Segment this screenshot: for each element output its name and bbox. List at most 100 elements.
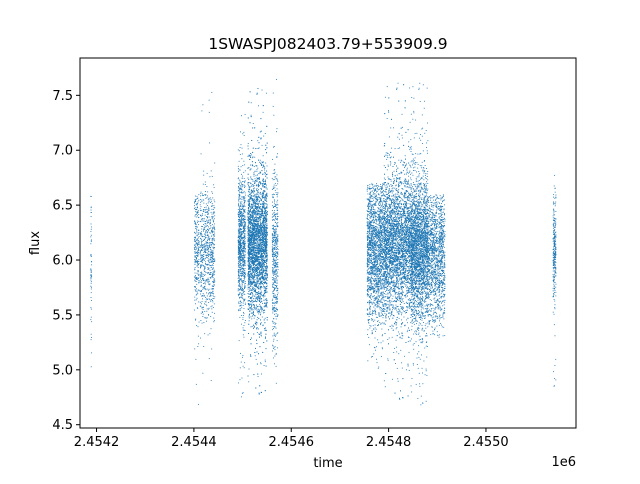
data-point [257,212,259,214]
data-point [253,309,255,311]
data-point [260,235,262,236]
data-point [206,254,208,256]
data-point [239,241,240,243]
data-point [263,182,264,184]
data-point [249,249,250,250]
data-point [253,289,255,290]
data-point [260,198,262,200]
data-point [208,99,210,101]
data-point [240,250,242,252]
data-point [243,262,245,264]
data-point [201,110,203,112]
data-point [200,320,202,321]
data-point [239,180,241,182]
data-point [242,165,244,166]
data-point [250,244,252,246]
data-point [252,223,254,224]
data-point [248,267,250,269]
data-point [238,196,240,198]
data-point [204,234,206,236]
data-point [257,218,259,220]
data-point [240,198,242,200]
data-point [255,200,257,202]
data-point [263,190,265,191]
data-point [266,283,268,285]
data-point [266,239,268,241]
data-point [239,225,241,227]
data-point [242,237,244,239]
data-point [244,282,246,284]
data-point [240,243,241,245]
data-point [256,177,258,179]
data-point [201,272,202,274]
data-point [202,236,204,238]
data-point [247,215,249,217]
data-point [198,277,199,279]
data-point [243,250,244,252]
data-point [254,251,255,253]
data-point [198,321,200,323]
data-point [266,223,268,225]
data-point [90,274,92,276]
data-point [213,284,215,285]
data-point [238,272,239,274]
data-point [255,271,257,273]
data-point [256,93,258,95]
data-point [259,336,260,338]
data-point [244,302,246,304]
data-point [261,188,262,190]
data-point [195,213,197,215]
data-point [254,247,256,249]
data-point [194,289,196,291]
data-point [196,195,198,197]
data-point [254,314,256,316]
data-point [238,219,239,221]
data-point [194,255,196,257]
data-point [257,140,259,142]
data-point [239,259,241,261]
data-point [262,111,264,113]
data-point [253,222,255,224]
data-point [193,246,195,248]
data-point [237,277,239,279]
data-point [263,169,265,171]
data-point [208,262,210,264]
data-point [206,272,208,274]
data-point [90,239,92,241]
data-point [256,263,258,265]
data-point [238,246,240,248]
data-point [238,285,240,287]
data-point [213,248,215,250]
data-point [240,256,241,258]
data-point [248,268,249,270]
data-point [203,210,205,212]
data-point [200,232,201,234]
data-point [241,297,243,299]
data-point [200,257,202,259]
data-point [243,247,245,249]
data-point [247,217,249,219]
data-point [251,266,252,268]
data-point [202,209,204,211]
data-point [197,335,199,337]
data-point [243,255,245,257]
data-point [244,251,246,253]
data-point [244,182,246,184]
data-point [248,281,250,282]
data-point [251,205,253,207]
data-point [262,224,264,226]
data-point [258,246,260,248]
data-point [195,209,197,210]
data-point [213,273,215,275]
data-point [241,223,243,225]
data-point [259,283,260,285]
data-point [207,278,209,280]
data-point [210,232,212,234]
data-point [258,206,259,208]
data-point [197,255,199,257]
data-point [90,300,92,302]
data-point [196,279,197,280]
data-point [205,237,207,238]
data-point [248,317,250,319]
data-point [252,300,254,302]
